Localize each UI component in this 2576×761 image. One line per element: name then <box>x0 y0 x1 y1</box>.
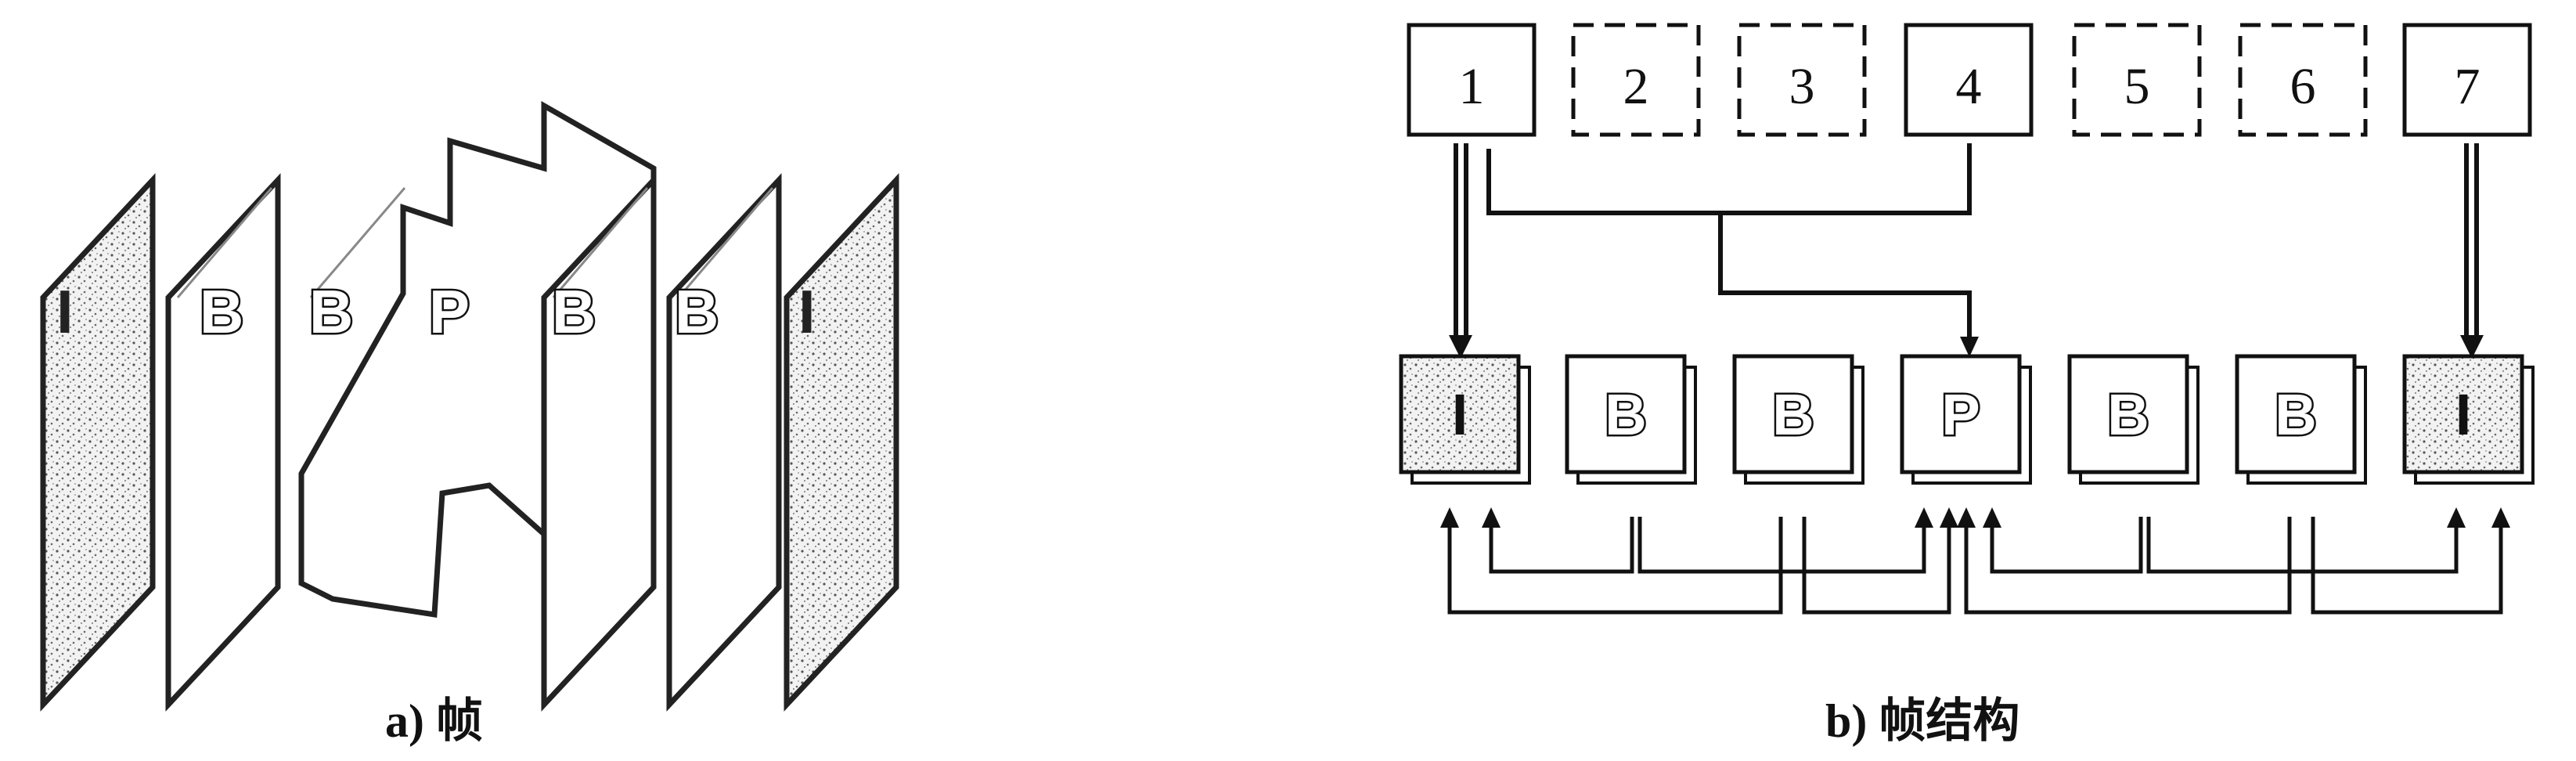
sequence-box <box>1571 23 1701 137</box>
coded-frame-p: P <box>1900 354 2032 485</box>
bi-prediction-arrows <box>1440 507 2510 615</box>
coded-frame-label: B <box>2107 382 2149 447</box>
frame-sheet <box>666 173 782 712</box>
sequence-number: 6 <box>2290 58 2316 115</box>
frame-label-i: I <box>56 277 74 346</box>
sequence-box <box>2238 23 2368 137</box>
coded-frame-b: B <box>2067 354 2200 485</box>
sequence-number: 3 <box>1789 58 1815 115</box>
frame-card-i <box>784 173 899 712</box>
b5-ref-i <box>2311 517 2503 615</box>
frame-label-i: I <box>798 277 816 346</box>
sequence-frame-3: 3 <box>1737 23 1867 137</box>
b2-ref-i <box>1447 517 1783 615</box>
coded-frame-box <box>1732 354 1854 474</box>
coded-frame-label: I <box>2455 382 2472 447</box>
frame-label-b: B <box>309 277 353 346</box>
b1-ref-p <box>1781 525 1926 574</box>
coded-frame-label: B <box>1605 382 1646 447</box>
caption-b: b) 帧结构 <box>1825 695 2020 747</box>
frame-label-b: B <box>675 277 719 346</box>
sequence-frame-5: 5 <box>2072 23 2202 137</box>
b4-ref-i <box>2146 517 2459 574</box>
sequence-frame-2: 2 <box>1571 23 1701 137</box>
sequence-number: 7 <box>2455 58 2481 115</box>
coded-frame-b: B <box>1732 354 1864 485</box>
sequence-number: 4 <box>1956 58 1982 115</box>
coded-frame-i: I <box>2402 354 2535 485</box>
sequence-number: 2 <box>1623 58 1649 115</box>
b2-ref-p <box>1802 517 1951 615</box>
frame-label-p: P <box>429 277 470 346</box>
sequence-frame-1: 1 <box>1407 23 1537 137</box>
arrowhead-7 <box>2460 335 2484 359</box>
coded-frame-box <box>1565 354 1687 474</box>
coded-frame-label: I <box>1452 382 1468 447</box>
frame-sheet <box>784 173 899 712</box>
reference-arrows-top <box>1449 143 2484 359</box>
sequence-box <box>1407 23 1537 137</box>
frame-card-i <box>40 173 156 712</box>
sequence-box <box>1737 23 1867 137</box>
sequence-frame-4: 4 <box>1904 23 2034 137</box>
display-sequence: 1 2 3 4 5 6 7 <box>1407 23 2532 137</box>
coded-frame-box <box>2235 354 2357 474</box>
frame-card-b <box>165 173 281 712</box>
connector-1-4 <box>1486 143 1972 215</box>
coded-frame-b: B <box>1565 354 1697 485</box>
coded-frame-label: B <box>2275 382 2316 447</box>
b1-ref-p-part <box>1637 517 1781 574</box>
b1-ref-i <box>1489 517 1634 574</box>
arrowhead-1 <box>1449 335 1472 359</box>
frame-sheet <box>541 173 657 712</box>
coded-frame-b: B <box>2235 354 2367 485</box>
frame-sheet <box>40 173 156 712</box>
sequence-number: 1 <box>1459 58 1485 115</box>
arrowhead-p <box>1960 337 1979 357</box>
sequence-box <box>2072 23 2202 137</box>
sequence-box <box>2402 23 2532 137</box>
coded-frame-box <box>1399 354 1521 474</box>
frame-card-b <box>666 173 782 712</box>
coded-frame-box <box>1900 354 2022 474</box>
coded-frame-box <box>2402 354 2524 474</box>
coded-frame-label: B <box>1772 382 1814 447</box>
sequence-frame-7: 7 <box>2402 23 2532 137</box>
frame-card-b <box>541 173 657 712</box>
sequence-box <box>1904 23 2034 137</box>
frame-label-b: B <box>200 277 243 346</box>
connector-to-p <box>1718 213 1972 338</box>
coded-frame-label: P <box>1941 382 1980 447</box>
coded-frame-i: I <box>1399 354 1531 485</box>
sequence-frame-6: 6 <box>2238 23 2368 137</box>
frame-sheet <box>165 173 281 712</box>
coded-frame-box <box>2067 354 2189 474</box>
sequence-number: 5 <box>2124 58 2150 115</box>
b5-ref-p <box>1964 517 2292 615</box>
caption-a: a) 帧 <box>385 695 483 747</box>
frame-label-b: B <box>552 277 596 346</box>
b4-ref-p <box>1990 517 2143 574</box>
